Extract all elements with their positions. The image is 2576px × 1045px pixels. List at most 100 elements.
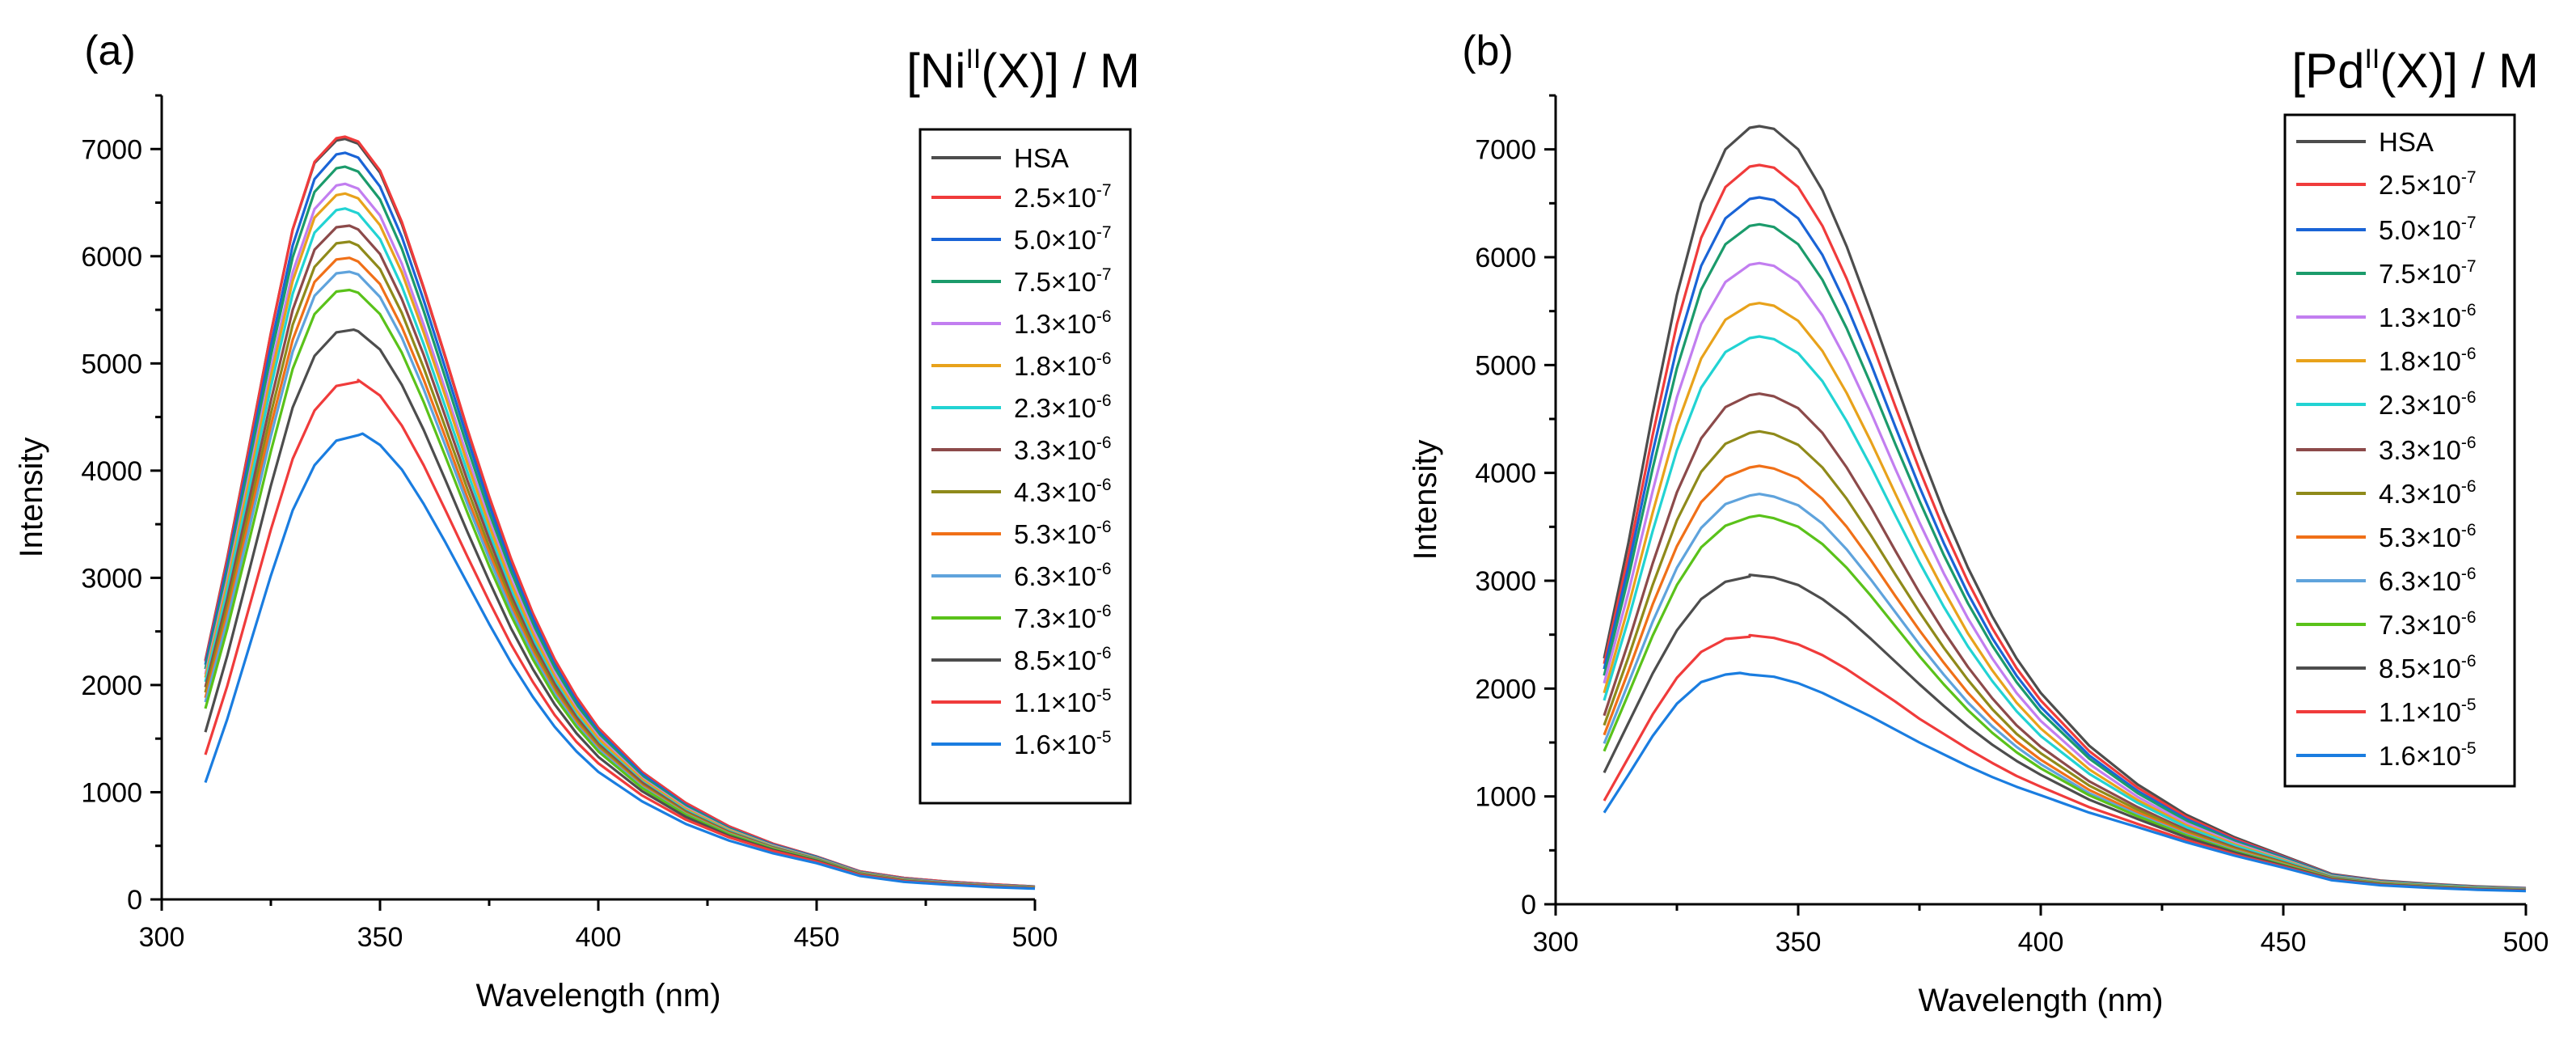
x-tick-label: 300 bbox=[139, 922, 185, 953]
legend-entry-label: 7.3×10-6 bbox=[2379, 608, 2477, 640]
legend-entry-exponent: -6 bbox=[1096, 349, 1112, 368]
legend-entry-exponent: -5 bbox=[1096, 686, 1112, 704]
legend-entry-mantissa: 1.1×10 bbox=[2379, 697, 2461, 727]
x-axis-label: Wavelength (nm) bbox=[475, 978, 720, 1013]
legend-entry-exponent: -7 bbox=[1096, 265, 1112, 284]
legend-box bbox=[918, 128, 1132, 805]
legend-entry-label: 1.3×10-6 bbox=[1014, 307, 1112, 339]
legend-entry-exponent: -6 bbox=[2461, 477, 2477, 496]
legend-title-prefix: [Pd bbox=[2291, 44, 2364, 98]
legend-entry-label: 2.5×10-7 bbox=[1014, 181, 1112, 213]
y-tick-label: 3000 bbox=[81, 563, 142, 594]
legend-entry-mantissa: 4.3×10 bbox=[2379, 479, 2461, 509]
legend-entry-label: 8.5×10-6 bbox=[2379, 652, 2477, 683]
legend-entry-exponent: -5 bbox=[1096, 728, 1112, 747]
legend-entry-label: 1.8×10-6 bbox=[2379, 345, 2477, 376]
legend-entry-exponent: -6 bbox=[1096, 518, 1112, 536]
legend-entry-label: 5.3×10-6 bbox=[2379, 521, 2477, 552]
y-tick-label: 6000 bbox=[1475, 243, 1536, 273]
legend-entry-exponent: -6 bbox=[1096, 307, 1112, 326]
legend-title: [PdII(X)] / M bbox=[2291, 44, 2539, 98]
y-tick-label: 6000 bbox=[81, 242, 142, 273]
legend-entry-exponent: -6 bbox=[2461, 434, 2477, 452]
legend-entry-exponent: -7 bbox=[2461, 168, 2477, 187]
legend-entry-mantissa: 3.3×10 bbox=[1014, 435, 1096, 465]
legend-title-suffix: (X)] / M bbox=[981, 44, 1140, 98]
legend-entry-exponent: -6 bbox=[1096, 476, 1112, 494]
legend-entry-exponent: -6 bbox=[2461, 301, 2477, 319]
y-axis-label: Intensity bbox=[1408, 440, 1443, 561]
y-tick-label: 7000 bbox=[1475, 135, 1536, 166]
legend-entry-mantissa: 8.5×10 bbox=[2379, 654, 2461, 683]
y-tick-label: 0 bbox=[1521, 890, 1536, 920]
legend-entry-mantissa: 6.3×10 bbox=[1014, 561, 1096, 591]
y-tick-label: 1000 bbox=[1475, 782, 1536, 813]
x-tick-label: 400 bbox=[2018, 927, 2064, 958]
series-line bbox=[1603, 671, 2527, 893]
legend-entry-exponent: -6 bbox=[1096, 391, 1112, 410]
legend-entry-mantissa: 1.6×10 bbox=[1014, 730, 1096, 759]
legend-entry-label: 1.1×10-5 bbox=[2379, 696, 2477, 727]
x-axis-label: Wavelength (nm) bbox=[1918, 983, 2163, 1018]
legend-title-prefix: [Ni bbox=[906, 44, 965, 98]
legend-entry-exponent: -6 bbox=[1096, 644, 1112, 662]
legend-entry-exponent: -6 bbox=[1096, 560, 1112, 578]
legend-entry-mantissa: 1.3×10 bbox=[2379, 302, 2461, 332]
legend-entry-mantissa: 8.5×10 bbox=[1014, 645, 1096, 675]
legend-entry-exponent: -7 bbox=[1096, 181, 1112, 200]
legend-entry-exponent: -6 bbox=[2461, 345, 2477, 363]
panel-label: (a) bbox=[84, 28, 136, 74]
legend-entry-exponent: -7 bbox=[1096, 223, 1112, 242]
legend-entry-label: 1.3×10-6 bbox=[2379, 301, 2477, 332]
legend-entry-mantissa: HSA bbox=[2379, 127, 2434, 157]
legend-entry-mantissa: 4.3×10 bbox=[1014, 477, 1096, 507]
legend-entry-label: 8.5×10-6 bbox=[1014, 644, 1112, 675]
legend-entry-mantissa: 3.3×10 bbox=[2379, 435, 2461, 465]
legend-entry-mantissa: 2.5×10 bbox=[2379, 170, 2461, 200]
legend-entry-label: 3.3×10-6 bbox=[2379, 434, 2477, 465]
legend-entry-label: 5.3×10-6 bbox=[1014, 518, 1112, 549]
legend-entry-exponent: -6 bbox=[1096, 602, 1112, 620]
y-tick-label: 5000 bbox=[1475, 350, 1536, 381]
legend-entry-mantissa: 5.3×10 bbox=[2379, 522, 2461, 552]
legend-entry-label: 2.5×10-7 bbox=[2379, 168, 2477, 200]
y-axis-label: Intensity bbox=[14, 438, 49, 558]
legend-entry-label: HSA bbox=[2379, 127, 2434, 157]
legend-entry-label: 2.3×10-6 bbox=[2379, 388, 2477, 420]
legend-entry-mantissa: 2.5×10 bbox=[1014, 183, 1096, 213]
legend-entry-label: 1.6×10-5 bbox=[1014, 728, 1112, 759]
y-tick-label: 0 bbox=[127, 885, 142, 916]
legend-entry-mantissa: 5.0×10 bbox=[1014, 225, 1096, 255]
legend-entry-mantissa: HSA bbox=[1014, 143, 1069, 173]
legend-entry-label: 2.3×10-6 bbox=[1014, 391, 1112, 423]
legend-entry-exponent: -6 bbox=[2461, 652, 2477, 671]
legend-entry-exponent: -7 bbox=[2461, 257, 2477, 276]
y-tick-label: 1000 bbox=[81, 777, 142, 808]
legend-title-superscript: II bbox=[2364, 44, 2380, 74]
legend-entry-exponent: -7 bbox=[2461, 214, 2477, 232]
y-tick-label: 2000 bbox=[81, 671, 142, 701]
legend-entry-exponent: -5 bbox=[2461, 739, 2477, 758]
legend-entry-mantissa: 1.3×10 bbox=[1014, 309, 1096, 339]
y-tick-label: 4000 bbox=[1475, 459, 1536, 489]
x-tick-label: 400 bbox=[576, 922, 622, 953]
legend-entry-mantissa: 7.5×10 bbox=[2379, 259, 2461, 289]
y-tick-label: 2000 bbox=[1475, 674, 1536, 704]
legend-entry-mantissa: 1.1×10 bbox=[1014, 688, 1096, 717]
legend-entry-exponent: -5 bbox=[2461, 696, 2477, 714]
legend-entry-mantissa: 5.0×10 bbox=[2379, 215, 2461, 245]
legend-title-superscript: II bbox=[965, 44, 981, 74]
series-line bbox=[204, 432, 1036, 891]
x-tick-label: 350 bbox=[357, 922, 403, 953]
legend-entry-label: HSA bbox=[1014, 143, 1069, 173]
legend-entry-mantissa: 2.3×10 bbox=[1014, 393, 1096, 423]
legend-entry-mantissa: 2.3×10 bbox=[2379, 390, 2461, 420]
legend-entry-label: 5.0×10-7 bbox=[1014, 223, 1112, 255]
legend-entry-mantissa: 5.3×10 bbox=[1014, 519, 1096, 549]
legend-entry-mantissa: 7.3×10 bbox=[2379, 610, 2461, 640]
x-tick-label: 350 bbox=[1776, 927, 1822, 958]
legend-entry-exponent: -6 bbox=[2461, 565, 2477, 583]
